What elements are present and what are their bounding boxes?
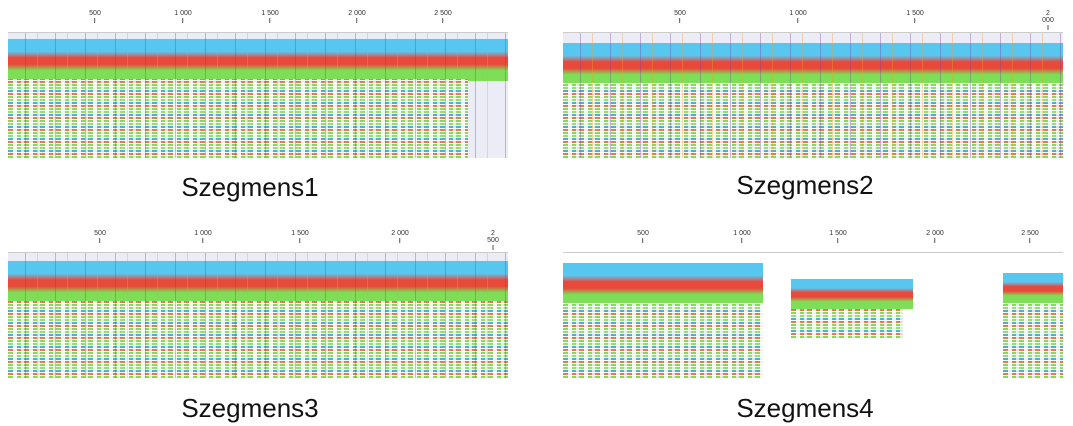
ruler-label: 2 000 bbox=[1041, 10, 1056, 30]
caption: Szegmens2 bbox=[555, 170, 1055, 201]
caption: Szegmens4 bbox=[555, 393, 1055, 424]
caption: Szegmens1 bbox=[0, 172, 500, 203]
read-pileup bbox=[563, 253, 1063, 378]
ruler-label: 1 500 bbox=[906, 10, 924, 23]
ruler-label: 500 bbox=[89, 10, 101, 23]
read-pileup bbox=[563, 33, 1063, 158]
ruler-label: 2 500 bbox=[434, 10, 452, 23]
ruler-label: 1 000 bbox=[789, 10, 807, 23]
ruler: 500 1 000 1 500 2 000 2 500 bbox=[8, 8, 508, 33]
reads bbox=[563, 303, 763, 378]
ruler-label: 1 000 bbox=[194, 230, 212, 243]
coverage-band bbox=[791, 279, 913, 309]
variant-stripes bbox=[8, 253, 508, 378]
ruler-label: 2 000 bbox=[926, 230, 944, 243]
alignment-panel: 500 1 000 1 500 2 000 bbox=[563, 8, 1063, 158]
alignment-panel: 500 1 000 1 500 2 000 2 500 bbox=[8, 228, 508, 378]
variant-stripes bbox=[563, 33, 1063, 158]
ruler-label: 2 500 bbox=[486, 230, 501, 250]
ruler-label: 1 500 bbox=[291, 230, 309, 243]
ruler: 500 1 000 1 500 2 000 bbox=[563, 8, 1063, 33]
ruler: 500 1 000 1 500 2 000 2 500 bbox=[563, 228, 1063, 253]
ruler-label: 500 bbox=[674, 10, 686, 23]
reads bbox=[791, 309, 903, 338]
variant-stripes bbox=[8, 33, 508, 158]
caption: Szegmens3 bbox=[0, 393, 500, 424]
ruler-label: 1 500 bbox=[261, 10, 279, 23]
ruler-label: 1 000 bbox=[174, 10, 192, 23]
read-pileup bbox=[8, 253, 508, 378]
coverage-band bbox=[1003, 273, 1063, 303]
coverage-band bbox=[563, 263, 763, 305]
ruler-label: 2 500 bbox=[1021, 230, 1039, 243]
ruler-label: 2 000 bbox=[391, 230, 409, 243]
alignment-panel: 500 1 000 1 500 2 000 2 500 bbox=[563, 228, 1063, 378]
ruler-label: 500 bbox=[637, 230, 649, 243]
ruler: 500 1 000 1 500 2 000 2 500 bbox=[8, 228, 508, 253]
alignment-panel: 500 1 000 1 500 2 000 2 500 bbox=[8, 8, 508, 158]
ruler-label: 1 000 bbox=[733, 230, 751, 243]
ruler-label: 2 000 bbox=[348, 10, 366, 23]
ruler-label: 1 500 bbox=[829, 230, 847, 243]
reads bbox=[1003, 303, 1063, 378]
ruler-label: 500 bbox=[94, 230, 106, 243]
figure: 500 1 000 1 500 2 000 2 500 Szegmens1 50… bbox=[0, 0, 1073, 426]
read-pileup bbox=[8, 33, 508, 158]
